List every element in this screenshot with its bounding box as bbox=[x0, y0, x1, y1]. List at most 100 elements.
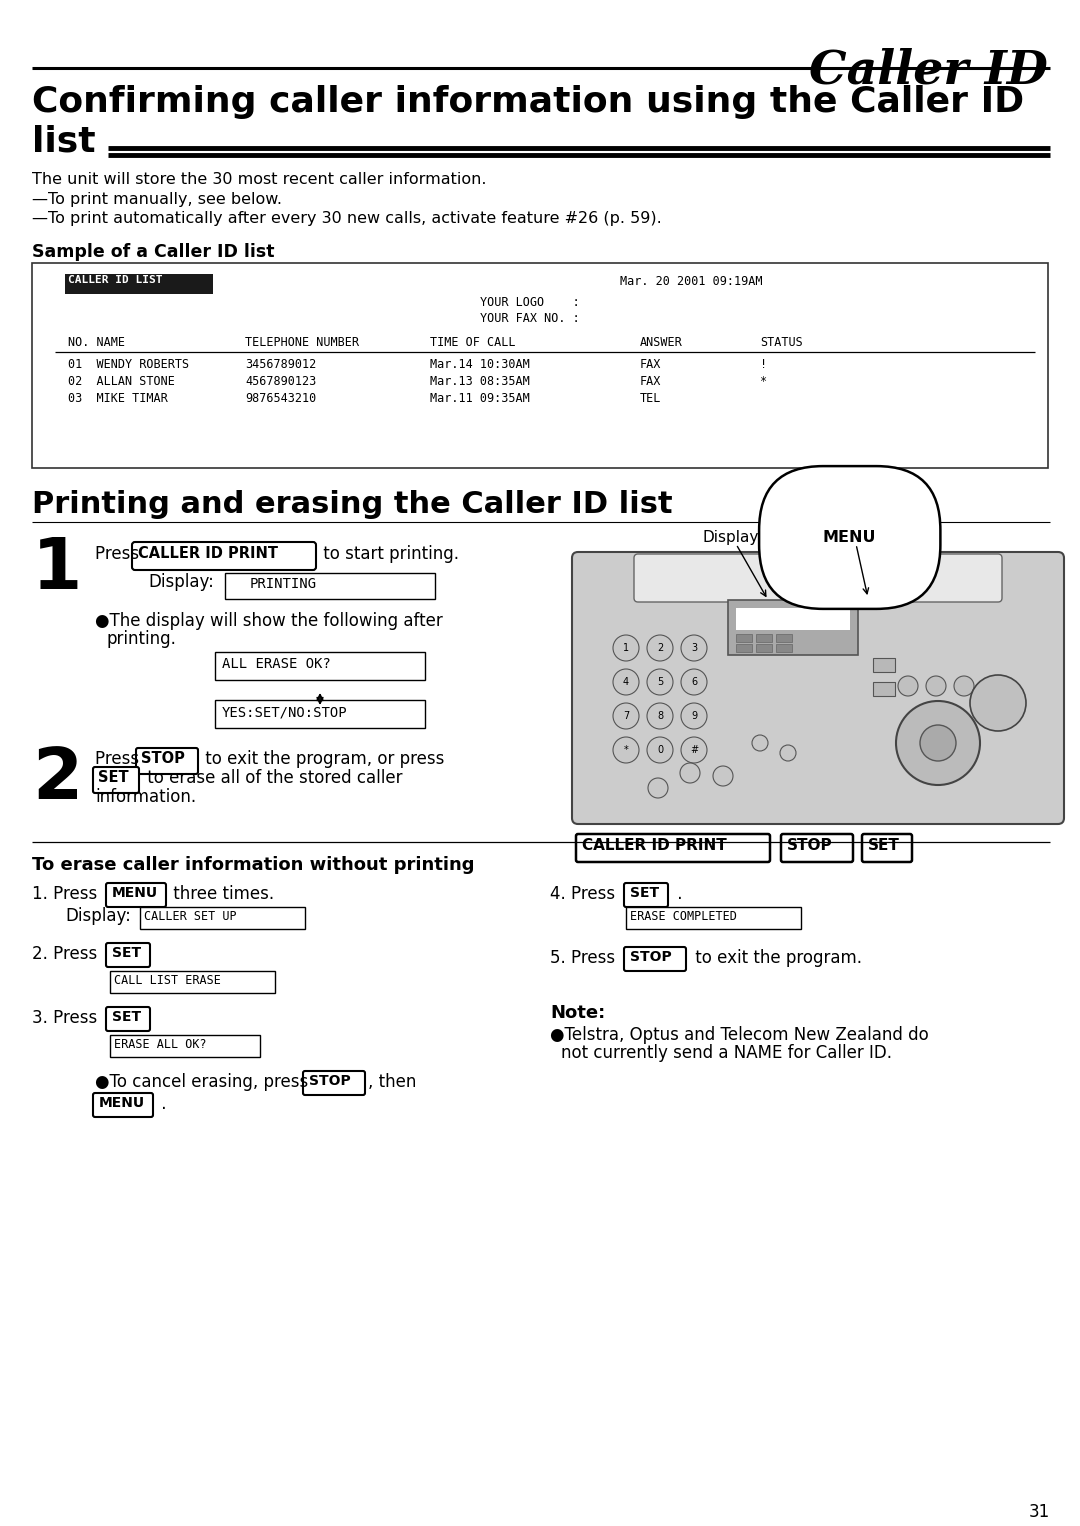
Bar bbox=[873, 658, 895, 671]
Text: 1: 1 bbox=[623, 642, 629, 653]
Text: 2. Press: 2. Press bbox=[32, 945, 103, 963]
Text: SET: SET bbox=[868, 838, 900, 853]
Text: 9876543210: 9876543210 bbox=[245, 392, 316, 404]
FancyBboxPatch shape bbox=[93, 1093, 153, 1117]
Text: FAX: FAX bbox=[640, 359, 661, 371]
Circle shape bbox=[681, 737, 707, 763]
Circle shape bbox=[681, 635, 707, 661]
Text: CALLER ID LIST: CALLER ID LIST bbox=[68, 275, 162, 285]
Text: printing.: printing. bbox=[106, 630, 176, 649]
Circle shape bbox=[647, 668, 673, 694]
Text: Sample of a Caller ID list: Sample of a Caller ID list bbox=[32, 243, 274, 261]
FancyBboxPatch shape bbox=[132, 542, 316, 571]
Text: 3456789012: 3456789012 bbox=[245, 359, 316, 371]
FancyBboxPatch shape bbox=[624, 884, 669, 906]
Text: 2: 2 bbox=[657, 642, 663, 653]
Text: CALLER ID PRINT: CALLER ID PRINT bbox=[582, 838, 727, 853]
Text: 9: 9 bbox=[691, 711, 697, 720]
Text: 1. Press: 1. Press bbox=[32, 885, 103, 903]
Text: SET: SET bbox=[112, 946, 141, 960]
Text: 03  MIKE TIMAR: 03 MIKE TIMAR bbox=[68, 392, 167, 404]
Circle shape bbox=[613, 635, 639, 661]
Text: ●The display will show the following after: ●The display will show the following aft… bbox=[95, 612, 443, 630]
Text: YES:SET/NO:STOP: YES:SET/NO:STOP bbox=[222, 705, 348, 719]
Text: 0: 0 bbox=[657, 745, 663, 755]
Text: not currently send a NAME for Caller ID.: not currently send a NAME for Caller ID. bbox=[561, 1044, 892, 1062]
Bar bbox=[215, 700, 426, 728]
Text: NO. NAME: NO. NAME bbox=[68, 336, 125, 349]
Circle shape bbox=[926, 676, 946, 696]
Text: 02  ALLAN STONE: 02 ALLAN STONE bbox=[68, 375, 175, 388]
Bar bbox=[65, 275, 213, 295]
Text: ●To cancel erasing, press: ●To cancel erasing, press bbox=[95, 1073, 313, 1091]
Text: Display:: Display: bbox=[65, 906, 131, 925]
Bar bbox=[728, 600, 858, 655]
Bar bbox=[626, 906, 801, 929]
Text: Mar.11 09:35AM: Mar.11 09:35AM bbox=[430, 392, 530, 404]
Text: .: . bbox=[156, 1096, 166, 1112]
Text: 4. Press: 4. Press bbox=[550, 885, 620, 903]
Text: Display: Display bbox=[703, 530, 759, 545]
Text: TEL: TEL bbox=[640, 392, 661, 404]
Circle shape bbox=[897, 676, 918, 696]
Text: to start printing.: to start printing. bbox=[318, 545, 459, 563]
Text: STOP: STOP bbox=[630, 951, 672, 964]
Text: 31: 31 bbox=[1029, 1503, 1050, 1521]
Text: Mar.13 08:35AM: Mar.13 08:35AM bbox=[430, 375, 530, 388]
Text: PRINTING: PRINTING bbox=[249, 577, 318, 591]
Text: Note:: Note: bbox=[550, 1004, 605, 1022]
FancyBboxPatch shape bbox=[634, 554, 1002, 601]
Bar bbox=[225, 572, 435, 600]
Circle shape bbox=[647, 635, 673, 661]
Text: to erase all of the stored caller: to erase all of the stored caller bbox=[141, 769, 403, 787]
Text: CALLER ID PRINT: CALLER ID PRINT bbox=[138, 546, 278, 562]
Circle shape bbox=[680, 763, 700, 783]
Circle shape bbox=[647, 703, 673, 729]
Text: *: * bbox=[760, 375, 767, 388]
Text: #: # bbox=[690, 745, 698, 755]
Bar bbox=[32, 262, 1048, 468]
FancyBboxPatch shape bbox=[781, 835, 853, 862]
Text: —To print manually, see below.: —To print manually, see below. bbox=[32, 192, 282, 208]
Text: 8: 8 bbox=[657, 711, 663, 720]
Text: ALL ERASE OK?: ALL ERASE OK? bbox=[222, 658, 330, 671]
Text: To erase caller information without printing: To erase caller information without prin… bbox=[32, 856, 474, 874]
Text: 4: 4 bbox=[623, 678, 629, 687]
Text: Confirming caller information using the Caller ID: Confirming caller information using the … bbox=[32, 85, 1024, 119]
Bar bbox=[735, 633, 752, 642]
Circle shape bbox=[613, 737, 639, 763]
FancyBboxPatch shape bbox=[862, 835, 912, 862]
Text: FAX: FAX bbox=[640, 375, 661, 388]
Circle shape bbox=[613, 668, 639, 694]
FancyBboxPatch shape bbox=[93, 768, 139, 794]
Text: YOUR LOGO    :: YOUR LOGO : bbox=[480, 296, 580, 308]
Text: 1: 1 bbox=[32, 536, 82, 604]
Bar bbox=[873, 682, 895, 696]
Text: , then: , then bbox=[368, 1073, 417, 1091]
Text: 2: 2 bbox=[32, 745, 82, 813]
Circle shape bbox=[713, 766, 733, 786]
Text: Mar. 20 2001 09:19AM: Mar. 20 2001 09:19AM bbox=[620, 275, 762, 288]
FancyBboxPatch shape bbox=[303, 1071, 365, 1096]
FancyBboxPatch shape bbox=[106, 943, 150, 967]
FancyBboxPatch shape bbox=[106, 884, 166, 906]
Text: Printing and erasing the Caller ID list: Printing and erasing the Caller ID list bbox=[32, 490, 673, 519]
Circle shape bbox=[681, 703, 707, 729]
Circle shape bbox=[648, 778, 669, 798]
Text: STOP: STOP bbox=[141, 751, 185, 766]
Circle shape bbox=[681, 668, 707, 694]
Bar bbox=[777, 644, 792, 652]
Text: STOP: STOP bbox=[787, 838, 833, 853]
Text: to exit the program, or press: to exit the program, or press bbox=[200, 749, 444, 768]
Text: MENU: MENU bbox=[99, 1096, 145, 1109]
Text: YOUR FAX NO. :: YOUR FAX NO. : bbox=[480, 311, 580, 325]
Circle shape bbox=[752, 736, 768, 751]
Text: .: . bbox=[672, 885, 683, 903]
Text: *: * bbox=[623, 745, 629, 755]
Text: 01  WENDY ROBERTS: 01 WENDY ROBERTS bbox=[68, 359, 189, 371]
Bar bbox=[110, 1035, 260, 1058]
FancyBboxPatch shape bbox=[572, 552, 1064, 824]
Text: TIME OF CALL: TIME OF CALL bbox=[430, 336, 515, 349]
Text: SET: SET bbox=[630, 887, 659, 900]
Text: 5: 5 bbox=[657, 678, 663, 687]
